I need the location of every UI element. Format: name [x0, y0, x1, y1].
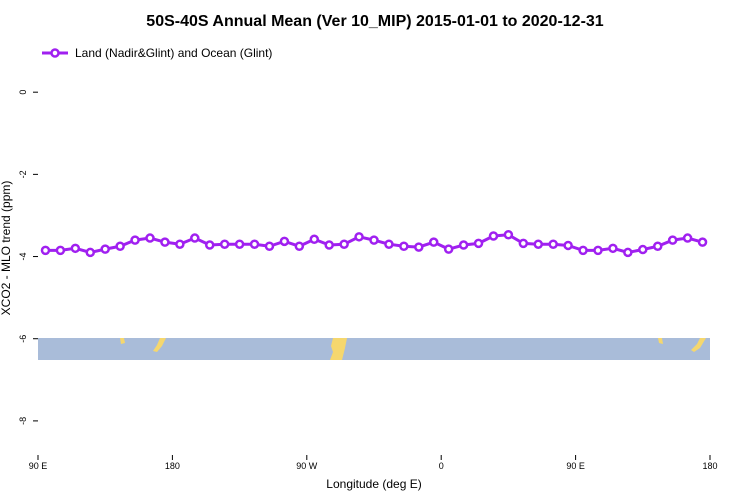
land [658, 338, 663, 344]
data-point [652, 241, 663, 252]
data-point [593, 245, 603, 256]
data-point [518, 238, 529, 249]
data-point [190, 233, 200, 243]
data-point [115, 241, 125, 252]
land [691, 338, 706, 352]
y-tick-label: -6 [18, 335, 28, 343]
land [153, 338, 166, 352]
legend-marker [50, 48, 60, 58]
data-point [399, 241, 409, 252]
chart-title: 50S-40S Annual Mean (Ver 10_MIP) 2015-01… [146, 13, 604, 30]
land-mask-band [38, 338, 710, 360]
data-point [249, 239, 260, 249]
data-point [638, 244, 648, 255]
data-point [264, 241, 275, 252]
data-point [70, 243, 81, 254]
x-tick-label: 180 [165, 461, 180, 471]
x-tick-label: 90 W [296, 461, 318, 471]
data-point [324, 240, 334, 250]
data-point [533, 239, 544, 249]
data-point [234, 239, 245, 249]
data-point [100, 244, 110, 254]
y-tick-label: 0 [18, 90, 28, 95]
data-point [40, 245, 51, 256]
data-point [309, 234, 320, 245]
data-point [563, 240, 573, 251]
data-point [369, 235, 379, 245]
data-point [623, 247, 633, 258]
y-axis-label: XCO2 - MLO trend (ppm) [0, 181, 13, 316]
data-point [503, 230, 514, 240]
data-point [608, 243, 618, 254]
land [330, 338, 347, 360]
data-point [443, 244, 454, 254]
y-tick-label: -8 [18, 417, 28, 425]
data-point [354, 232, 364, 242]
data-point [458, 240, 469, 250]
data-point [130, 235, 140, 245]
data-point [488, 231, 499, 241]
data-point [145, 233, 155, 243]
data-point [339, 239, 349, 249]
data-point [85, 247, 96, 258]
data-point [414, 242, 424, 252]
data-point [175, 239, 185, 249]
data-point [682, 233, 693, 243]
data-point [428, 237, 439, 247]
data-point [219, 239, 230, 249]
data-point [548, 239, 558, 249]
y-tick-label: -2 [18, 170, 28, 178]
x-axis-label: Longitude (deg E) [326, 477, 421, 491]
legend-text: Land (Nadir&Glint) and Ocean (Glint) [75, 46, 272, 60]
x-tick-label: 90 E [29, 461, 48, 471]
x-tick-label: 180 [702, 461, 717, 471]
x-tick-label: 90 E [566, 461, 585, 471]
data-point [294, 241, 305, 252]
y-tick-label: -4 [18, 253, 28, 261]
data-point [279, 236, 290, 247]
data-point [473, 238, 484, 249]
data-point [55, 245, 66, 256]
x-tick-label: 0 [439, 461, 444, 471]
land [120, 338, 125, 344]
data-point [204, 240, 215, 250]
data-point [160, 237, 170, 247]
ocean-band [38, 338, 710, 360]
data-point [667, 235, 678, 245]
data-point [697, 237, 708, 247]
data-point [578, 245, 588, 256]
data-point [384, 239, 394, 249]
